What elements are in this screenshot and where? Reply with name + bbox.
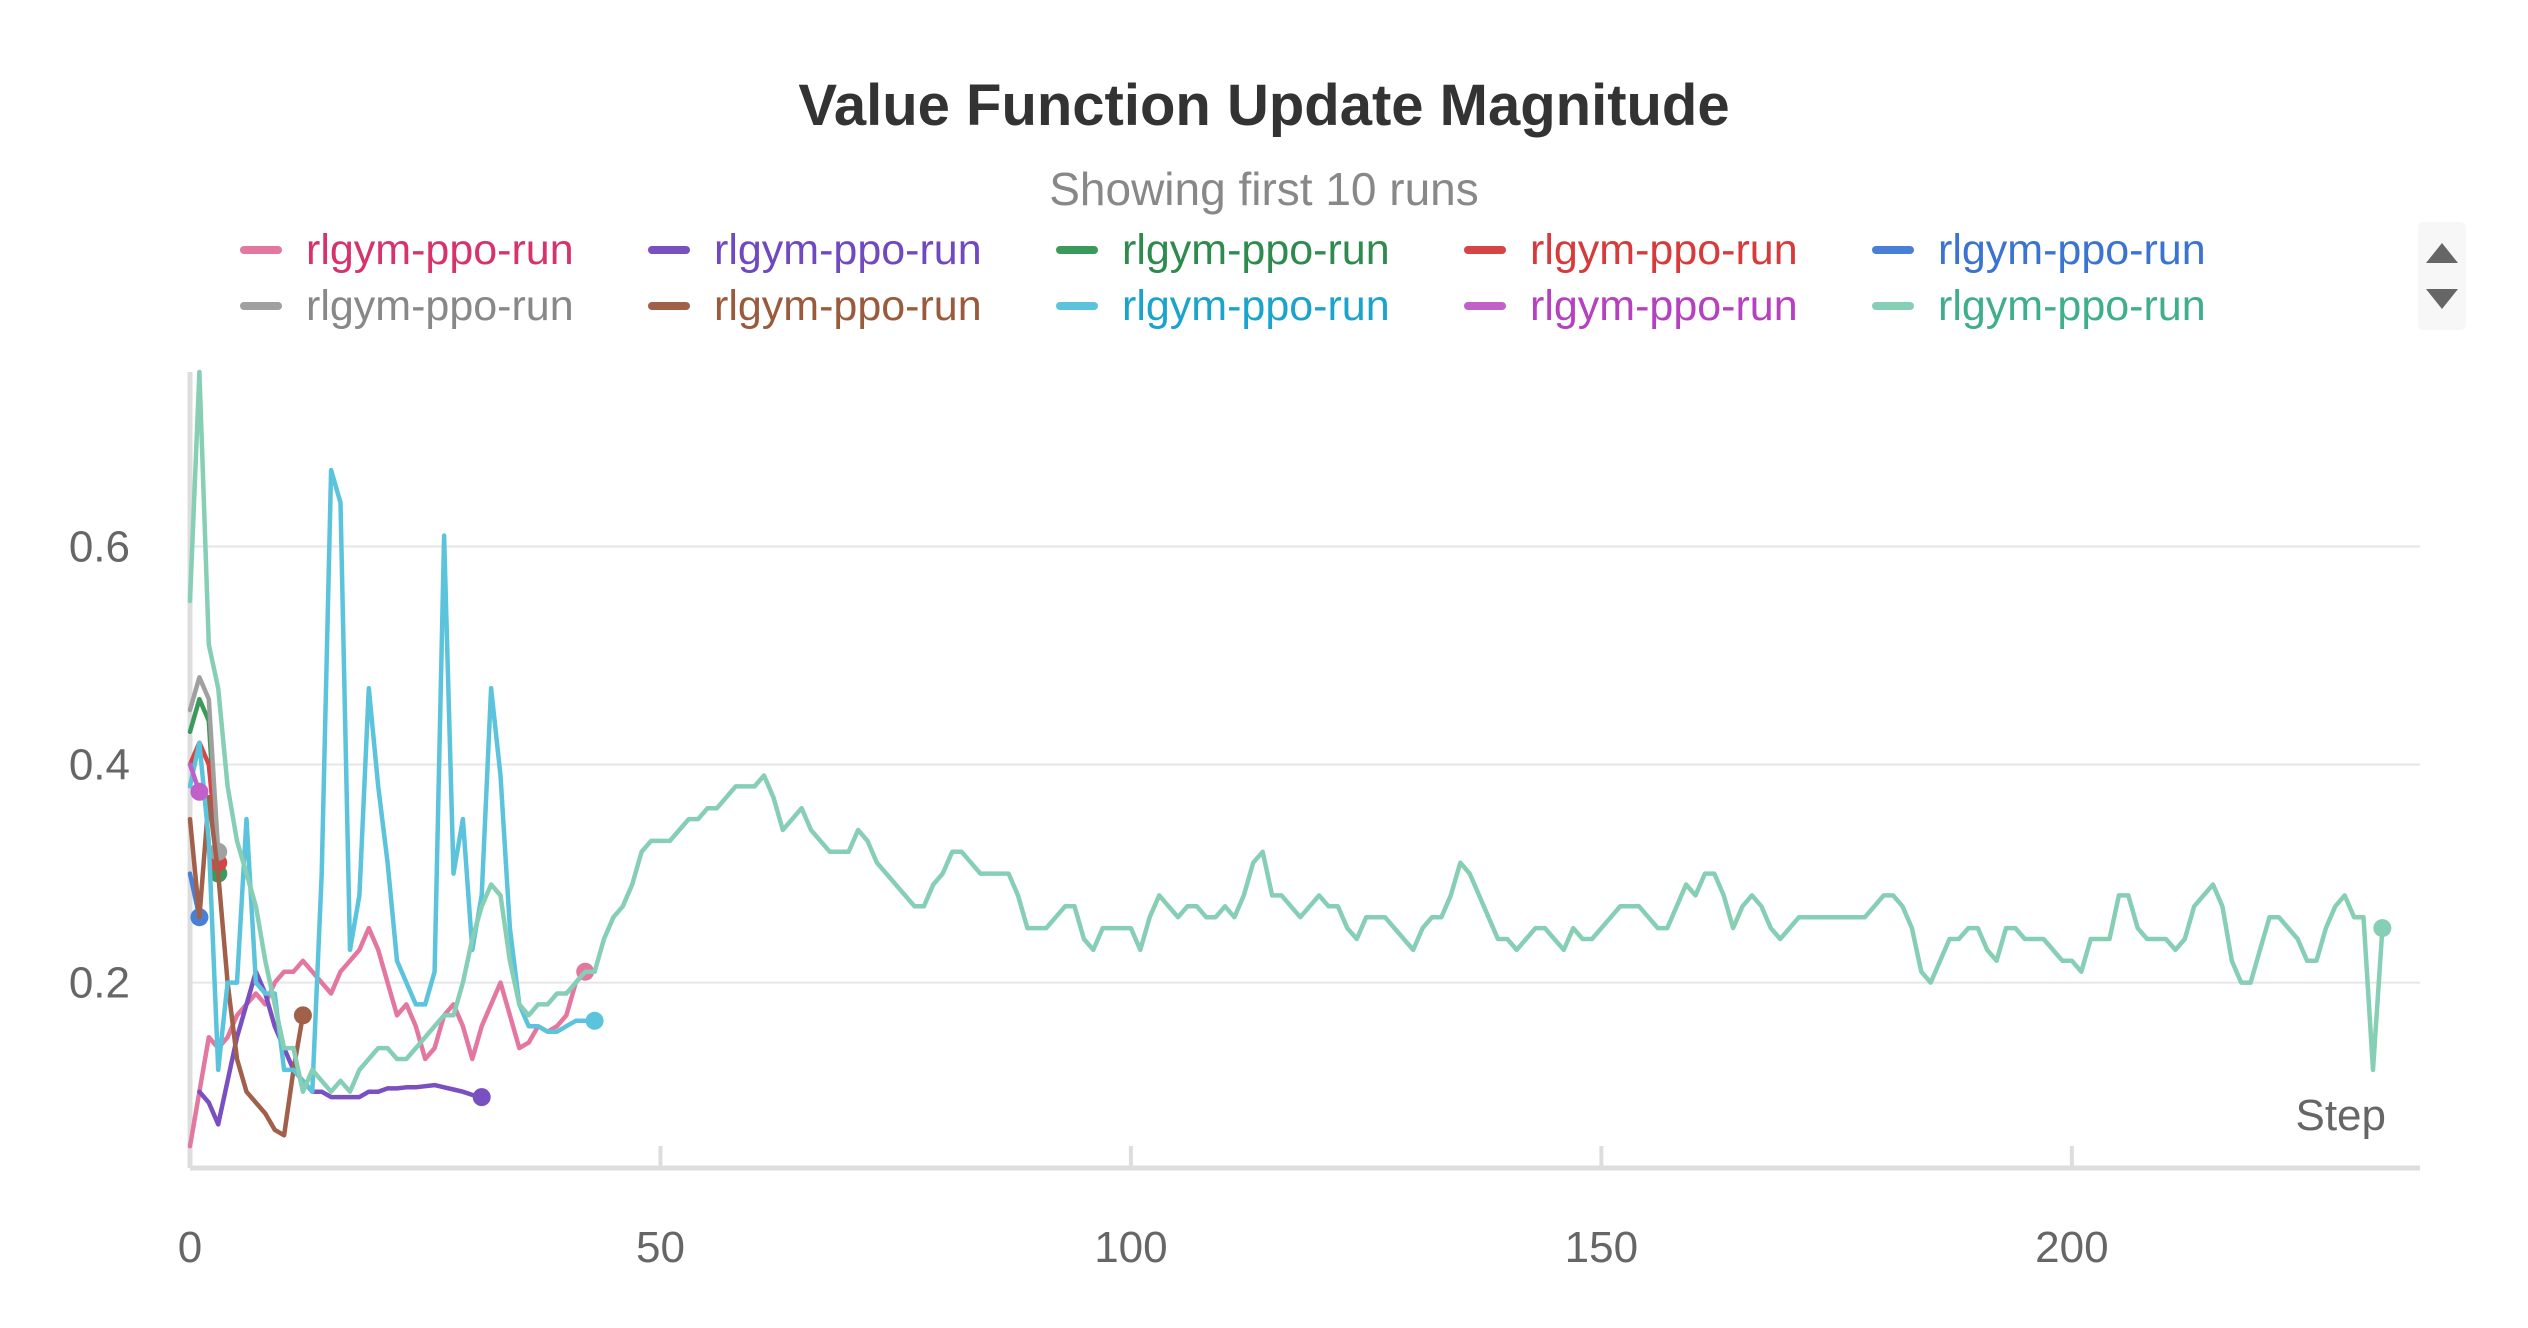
legend-swatch xyxy=(240,246,282,254)
legend-swatch xyxy=(1464,246,1506,254)
y-tick-label: 0.4 xyxy=(69,741,130,790)
series-end-point-9 xyxy=(190,782,209,801)
legend-item-3[interactable]: rlgym-ppo-run xyxy=(1056,222,1390,278)
legend-label: rlgym-ppo-run xyxy=(714,281,982,330)
series-end-point-8 xyxy=(585,1011,604,1030)
x-tick-label: 100 xyxy=(1094,1223,1167,1272)
legend-swatch xyxy=(1872,302,1914,310)
series-lines xyxy=(187,369,2392,1149)
legend-label: rlgym-ppo-run xyxy=(1938,281,2206,330)
y-tick-label: 0.6 xyxy=(69,522,130,571)
y-tick-label: 0.2 xyxy=(69,959,130,1008)
legend-item-5[interactable]: rlgym-ppo-run xyxy=(1872,222,2206,278)
legend-swatch xyxy=(648,302,690,310)
series-line-1[interactable] xyxy=(187,925,588,1149)
legend-item-4[interactable]: rlgym-ppo-run xyxy=(1464,222,1798,278)
series-end-point-2 xyxy=(472,1088,491,1107)
legend-label: rlgym-ppo-run xyxy=(1530,281,1798,330)
legend-swatch xyxy=(1464,302,1506,310)
grid-lines xyxy=(190,545,2420,984)
legend-label: rlgym-ppo-run xyxy=(306,281,574,330)
series-line-4[interactable] xyxy=(187,740,221,865)
series-end-point-10 xyxy=(2373,919,2392,938)
legend-item-7[interactable]: rlgym-ppo-run xyxy=(648,278,982,334)
series-line-2[interactable] xyxy=(197,969,484,1127)
x-tick-label: 0 xyxy=(178,1223,202,1272)
series-line-6[interactable] xyxy=(187,675,221,855)
legend-item-1[interactable]: rlgym-ppo-run xyxy=(240,222,574,278)
legend-swatch xyxy=(1872,246,1914,254)
legend-item-10[interactable]: rlgym-ppo-run xyxy=(1872,278,2206,334)
legend-label: rlgym-ppo-run xyxy=(1530,225,1798,274)
series-end-point-7 xyxy=(293,1006,312,1025)
x-tick-label: 150 xyxy=(1565,1223,1638,1272)
legend-item-6[interactable]: rlgym-ppo-run xyxy=(240,278,574,334)
legend-scroll-down-icon[interactable] xyxy=(2426,284,2458,314)
chart-subtitle: Showing first 10 runs xyxy=(1049,163,1479,215)
legend-item-9[interactable]: rlgym-ppo-run xyxy=(1464,278,1798,334)
legend-label: rlgym-ppo-run xyxy=(714,225,982,274)
x-axis-label: Step xyxy=(2295,1091,2386,1140)
legend-item-2[interactable]: rlgym-ppo-run xyxy=(648,222,982,278)
legend-label: rlgym-ppo-run xyxy=(1938,225,2206,274)
series-line-10[interactable] xyxy=(187,369,2385,1094)
x-tick-label: 50 xyxy=(636,1223,685,1272)
legend-scroll xyxy=(2418,222,2466,330)
legend-label: rlgym-ppo-run xyxy=(1122,225,1390,274)
series-line-8[interactable] xyxy=(187,467,597,1094)
legend-label: rlgym-ppo-run xyxy=(306,225,574,274)
axes xyxy=(187,372,2420,1171)
legend-swatch xyxy=(648,246,690,254)
legend-swatch xyxy=(1056,302,1098,310)
legend-label: rlgym-ppo-run xyxy=(1122,281,1390,330)
legend-scroll-up-icon[interactable] xyxy=(2426,238,2458,268)
tick-labels: 0.2 0.4 0.6 0 50 100 150 200 xyxy=(69,522,2109,1272)
x-tick-label: 200 xyxy=(2035,1223,2108,1272)
legend-swatch xyxy=(1056,246,1098,254)
series-line-7[interactable] xyxy=(187,795,306,1138)
legend-swatch xyxy=(240,302,282,310)
chart-title: Value Function Update Magnitude xyxy=(798,73,1730,138)
legend-item-8[interactable]: rlgym-ppo-run xyxy=(1056,278,1390,334)
